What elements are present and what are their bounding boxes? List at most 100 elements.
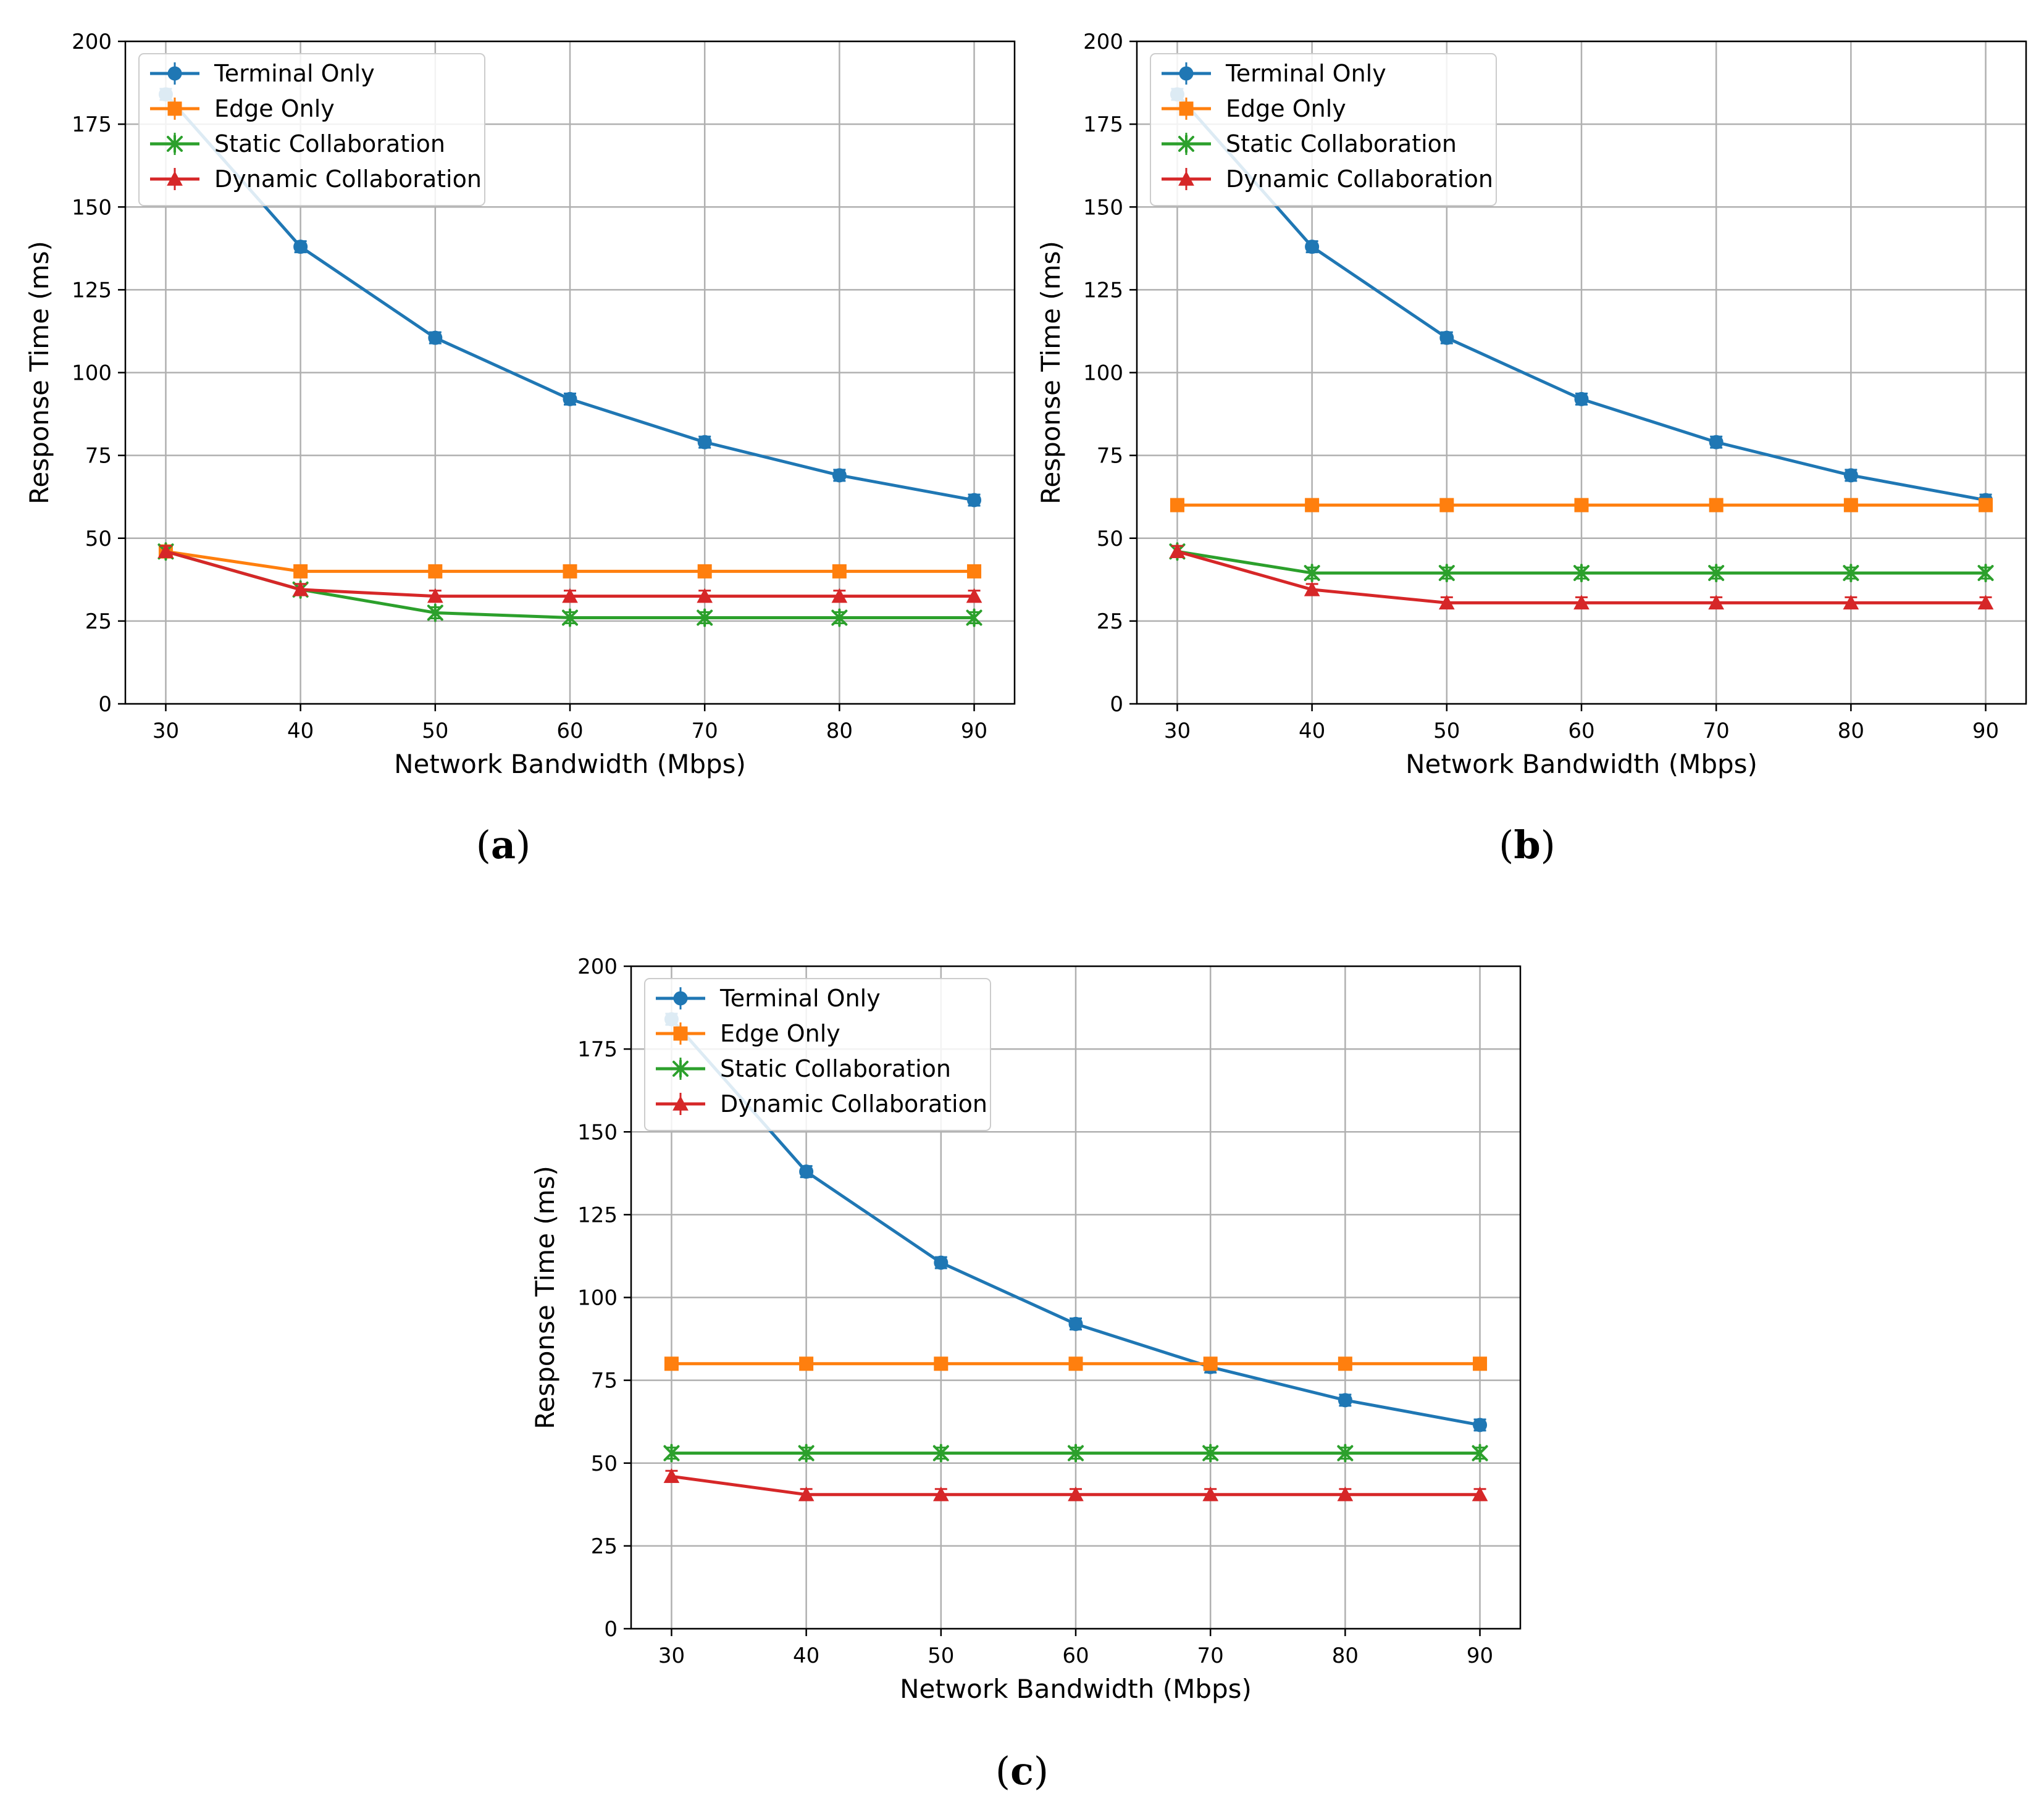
y-tick-label: 0 — [604, 1617, 618, 1642]
data-point — [1573, 564, 1590, 583]
y-tick-label: 150 — [577, 1120, 618, 1145]
y-tick-label: 200 — [72, 30, 112, 54]
data-point — [664, 1356, 679, 1371]
data-point — [1305, 240, 1320, 254]
data-point — [1305, 498, 1320, 512]
data-point — [832, 564, 847, 579]
legend-marker — [673, 991, 688, 1006]
x-tick-label: 60 — [1568, 719, 1594, 743]
data-point — [966, 588, 982, 603]
data-point — [932, 1486, 949, 1502]
y-tick-label: 150 — [72, 195, 112, 220]
data-point — [967, 493, 982, 508]
data-point — [1304, 564, 1320, 583]
legend-label: Edge Only — [214, 95, 335, 122]
caption-paren: ( — [1499, 822, 1514, 867]
data-point — [1708, 564, 1725, 583]
legend-item: Static Collaboration — [656, 1055, 951, 1082]
data-point — [798, 1486, 815, 1502]
data-point — [798, 1443, 815, 1463]
legend-label: Terminal Only — [214, 60, 375, 87]
data-point — [562, 608, 578, 627]
data-point — [1709, 498, 1724, 512]
data-point — [697, 564, 712, 579]
y-axis-label: Response Time (ms) — [530, 1166, 560, 1429]
x-tick-label: 50 — [422, 719, 448, 743]
data-point — [1068, 1316, 1083, 1331]
data-point — [1977, 564, 1994, 583]
y-tick-label: 0 — [98, 692, 112, 717]
legend: Terminal Only Edge Only Static Collaborati… — [1150, 53, 1497, 206]
legend-label: Static Collaboration — [720, 1055, 951, 1082]
data-point — [1708, 595, 1725, 610]
data-point — [1473, 1356, 1488, 1371]
legend-item: Terminal Only — [150, 60, 375, 87]
legend-label: Terminal Only — [1225, 60, 1386, 87]
x-axis-label: Network Bandwidth (Mbps) — [394, 749, 746, 779]
x-tick-label: 70 — [1197, 1644, 1224, 1668]
data-point — [1338, 1356, 1352, 1371]
data-point — [663, 1468, 680, 1483]
data-point — [932, 1443, 949, 1463]
legend-item: Edge Only — [150, 95, 335, 122]
legend-item: Terminal Only — [656, 985, 881, 1012]
y-tick-label: 125 — [577, 1203, 618, 1227]
data-point — [966, 608, 982, 627]
y-tick-label: 175 — [1083, 112, 1123, 137]
x-axis-label: Network Bandwidth (Mbps) — [1405, 749, 1757, 779]
data-point — [1068, 1356, 1083, 1371]
data-point — [1203, 1356, 1218, 1371]
chart-panel-c: 30 40 50 60 70 80 90 0 25 50 75 100 125 150 175 200 Netw… — [530, 955, 1522, 1794]
legend-item: Edge Only — [1162, 95, 1346, 122]
data-point — [1574, 498, 1589, 512]
legend-label: Static Collaboration — [1226, 130, 1457, 157]
data-point — [1068, 1443, 1084, 1463]
legend-label: Dynamic Collaboration — [720, 1090, 987, 1118]
caption-paren: ( — [476, 822, 491, 867]
data-point — [563, 391, 577, 406]
x-tick-label: 70 — [1703, 719, 1730, 743]
x-tick-label: 60 — [556, 719, 583, 743]
data-point — [832, 468, 847, 483]
data-point — [831, 608, 848, 627]
data-point — [427, 588, 443, 603]
data-point — [799, 1356, 814, 1371]
data-point — [1304, 581, 1320, 596]
chart-panel-a: 30 40 50 60 70 80 90 0 25 50 75 100 125 150 175 200 Netw… — [24, 30, 1016, 867]
chart-panel-b: 30 40 50 60 70 80 90 0 25 50 75 100 125 150 175 200 Netw… — [1036, 30, 2027, 867]
data-point — [934, 1356, 949, 1371]
data-point — [697, 608, 713, 627]
x-tick-label: 40 — [793, 1644, 819, 1668]
y-tick-label: 175 — [577, 1037, 618, 1062]
legend-label: Edge Only — [1226, 95, 1346, 122]
x-axis-label: Network Bandwidth (Mbps) — [900, 1674, 1252, 1704]
legend-marker — [1179, 66, 1194, 81]
caption-letter: c — [1010, 1748, 1034, 1794]
x-tick-label: 50 — [1433, 719, 1460, 743]
data-point — [293, 240, 308, 254]
y-tick-label: 200 — [1083, 30, 1123, 54]
y-tick-label: 100 — [1083, 361, 1123, 386]
y-tick-label: 75 — [1097, 444, 1123, 469]
data-point — [562, 588, 578, 603]
x-tick-label: 90 — [1467, 1644, 1493, 1668]
data-point — [427, 603, 443, 622]
legend-item: Dynamic Collaboration — [656, 1090, 987, 1118]
caption-paren: ) — [516, 822, 530, 867]
data-point — [1439, 330, 1454, 345]
legend-item: Static Collaboration — [150, 130, 445, 157]
data-point — [1438, 564, 1455, 583]
legend-marker — [672, 1095, 689, 1111]
data-point — [934, 1255, 949, 1270]
data-point — [1977, 595, 1994, 610]
legend-label: Dynamic Collaboration — [1226, 165, 1493, 193]
data-point — [663, 1443, 680, 1463]
caption-paren: ) — [1034, 1748, 1049, 1794]
legend-label: Static Collaboration — [214, 130, 445, 157]
data-point — [1574, 391, 1589, 406]
y-axis-label: Response Time (ms) — [1036, 241, 1066, 504]
data-point — [1573, 595, 1590, 610]
x-tick-label: 90 — [1972, 719, 1999, 743]
y-tick-label: 125 — [1083, 278, 1123, 303]
